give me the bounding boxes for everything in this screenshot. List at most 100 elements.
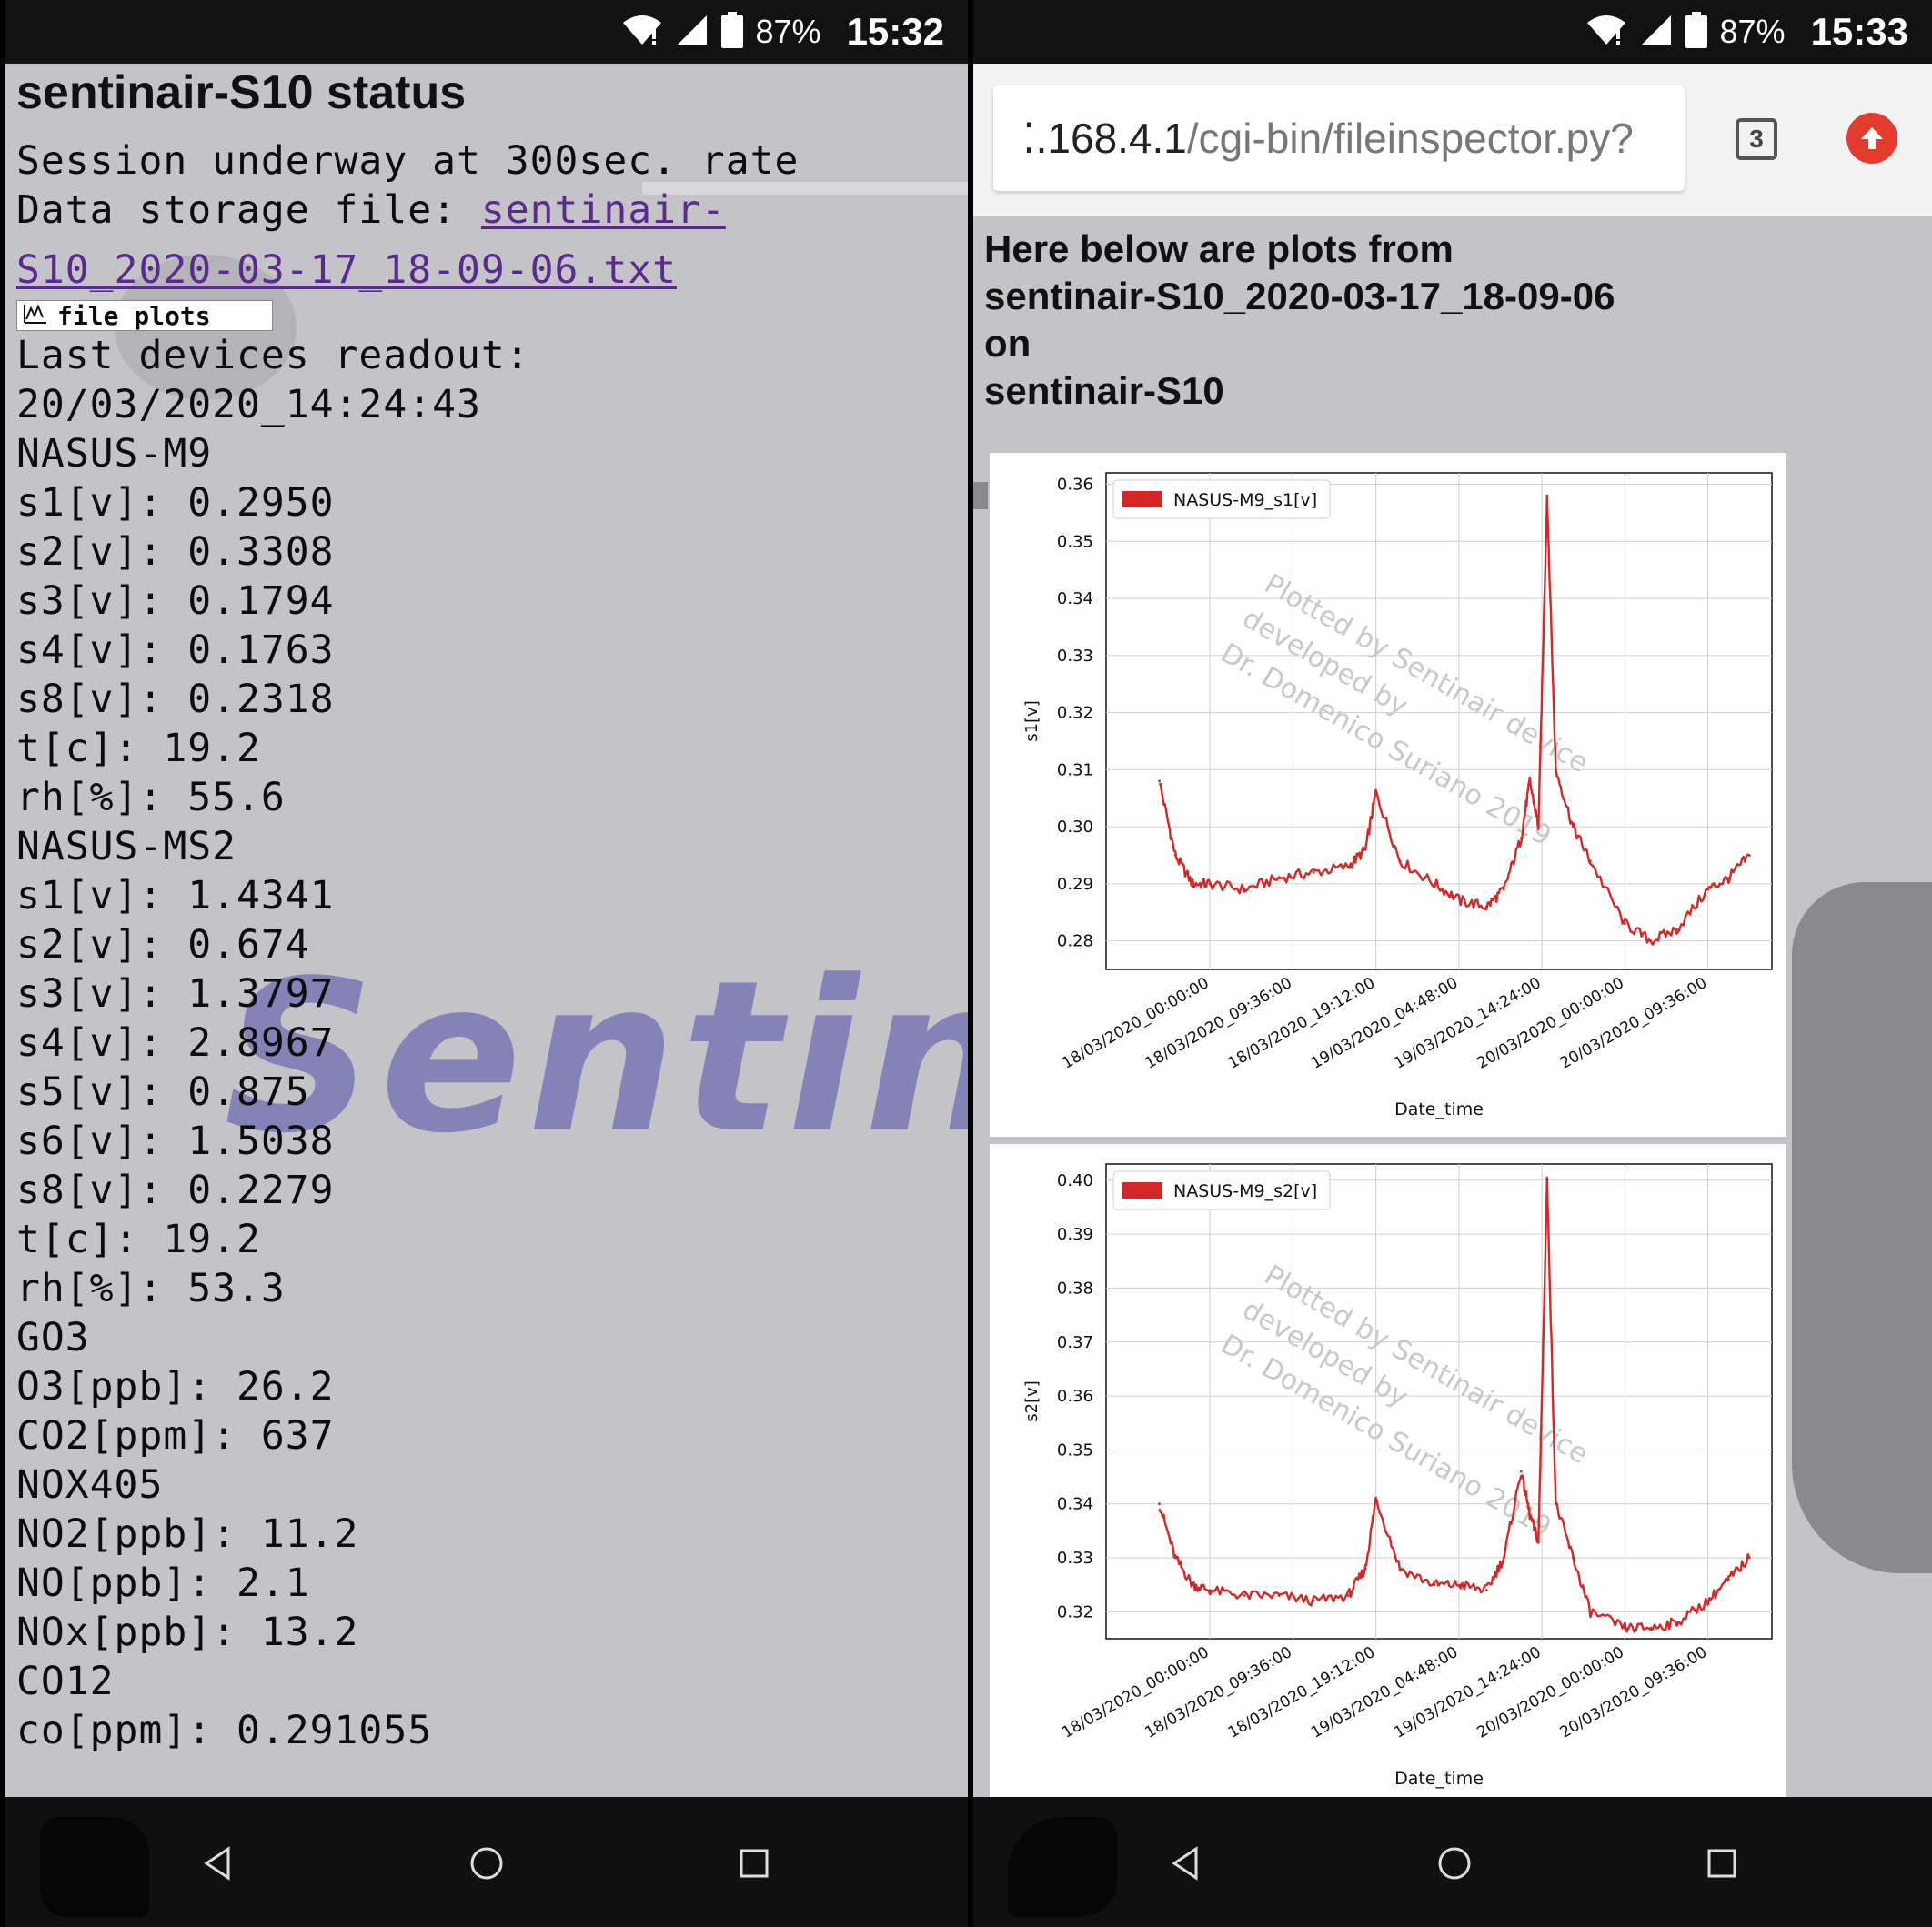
data-point <box>1484 905 1488 908</box>
data-point <box>1528 779 1532 783</box>
readout-line: NOx[ppb]: 13.2 <box>16 1610 359 1655</box>
data-point <box>1571 1556 1575 1560</box>
signal-icon <box>1640 14 1673 51</box>
data-point <box>1623 922 1626 926</box>
legend-swatch <box>1122 1182 1162 1199</box>
plot-area <box>1105 472 1773 970</box>
data-point <box>1706 888 1710 891</box>
recents-icon[interactable] <box>722 1832 786 1895</box>
x-tick-label: 19/03/2020_04:48:00 <box>1308 1643 1461 1742</box>
heading-line: on <box>984 322 1031 365</box>
data-point <box>1675 928 1678 931</box>
y-tick-label: 0.38 <box>1057 1279 1093 1298</box>
data-point <box>1363 1567 1367 1571</box>
redaction-blob <box>1008 1817 1117 1917</box>
readout-line: CO2[ppm]: 637 <box>16 1413 335 1459</box>
data-point <box>1158 779 1161 783</box>
home-icon[interactable] <box>455 1832 518 1895</box>
back-icon[interactable] <box>187 1832 251 1895</box>
x-tick-label: 20/03/2020_00:00:00 <box>1474 974 1627 1073</box>
session-status: Session underway at 300sec. rate <box>16 138 800 184</box>
y-tick-label: 0.32 <box>1057 1602 1093 1621</box>
url-host: ⁚.168.4.1 <box>1022 115 1187 162</box>
file-plots-button[interactable]: file plots <box>16 300 273 331</box>
url-bar[interactable]: ⁚.168.4.1/cgi-bin/fileinspector.py? <box>993 85 1685 191</box>
y-tick-label: 0.34 <box>1057 1495 1093 1514</box>
update-icon[interactable] <box>1846 113 1897 164</box>
y-tick-label: 0.35 <box>1057 532 1093 551</box>
y-tick-label: 0.28 <box>1057 932 1093 951</box>
readout-line: rh[%]: 53.3 <box>16 1266 286 1311</box>
url-path: /cgi-bin/fileinspector.py? <box>1186 115 1634 162</box>
readout-line: s4[v]: 0.1763 <box>16 627 335 673</box>
readout-line: s2[v]: 0.674 <box>16 922 310 968</box>
legend <box>1112 1170 1331 1210</box>
data-point <box>1243 1594 1246 1597</box>
y-tick-label: 0.35 <box>1057 1440 1093 1460</box>
status-bar: 87% 15:32 <box>5 0 968 64</box>
battery-percent: 87% <box>1719 13 1786 50</box>
battery-icon <box>720 11 743 53</box>
data-point <box>1484 1589 1488 1592</box>
status-bar: 87% 15:33 <box>973 0 1932 64</box>
data-point <box>1706 1600 1710 1602</box>
readout-line: s4[v]: 2.8967 <box>16 1020 335 1066</box>
background-shape <box>642 182 968 195</box>
readout-timestamp: 20/03/2020_14:24:43 <box>16 382 481 427</box>
recents-icon[interactable] <box>1690 1832 1754 1895</box>
data-point <box>1536 1540 1540 1543</box>
readout-line: s1[v]: 0.2950 <box>16 480 335 526</box>
x-tick-label: 20/03/2020_09:36:00 <box>1557 974 1710 1073</box>
storage-file-link[interactable]: sentinair- <box>480 187 726 233</box>
storage-line: Data storage file: sentinair- <box>16 187 726 233</box>
data-point <box>1398 859 1402 863</box>
readout-line: s8[v]: 0.2318 <box>16 677 335 722</box>
wifi-icon <box>621 14 663 51</box>
readout-line: GO3 <box>16 1315 90 1360</box>
readout-label: Last devices readout: <box>16 333 530 378</box>
file-plots-label: file plots <box>57 300 211 331</box>
data-point <box>1433 1583 1436 1587</box>
data-point <box>1554 1502 1557 1506</box>
readout-line: NASUS-MS2 <box>16 824 236 869</box>
data-point <box>1588 859 1592 863</box>
nav-bar <box>973 1797 1932 1927</box>
wifi-icon <box>1585 14 1627 51</box>
readout-line: t[c]: 19.2 <box>16 726 261 771</box>
data-point <box>1571 825 1575 828</box>
data-point <box>1158 1502 1161 1506</box>
readout-line: rh[%]: 55.6 <box>16 775 286 820</box>
background-shape <box>1792 882 1932 1573</box>
y-tick-label: 0.34 <box>1057 589 1093 608</box>
readout-line: t[c]: 19.2 <box>16 1217 261 1262</box>
readout-line: co[ppm]: 0.291055 <box>16 1708 433 1753</box>
data-point <box>1208 1589 1212 1592</box>
data-point <box>1747 1556 1751 1560</box>
data-point <box>1554 768 1557 771</box>
data-point <box>1433 882 1436 886</box>
page-title: sentinair-S10 status <box>16 66 467 119</box>
readout-line: NO[ppb]: 2.1 <box>16 1561 310 1606</box>
data-point <box>1649 1626 1653 1630</box>
readout-line: s8[v]: 0.2279 <box>16 1168 335 1213</box>
readout-line: s2[v]: 0.3308 <box>16 529 335 575</box>
data-point <box>1346 1594 1350 1597</box>
y-tick-label: 0.36 <box>1057 476 1093 495</box>
back-icon[interactable] <box>1155 1832 1219 1895</box>
x-tick-label: 20/03/2020_00:00:00 <box>1474 1643 1627 1742</box>
data-point <box>1727 1578 1730 1581</box>
x-tick-label: 19/03/2020_04:48:00 <box>1308 974 1461 1073</box>
storage-label: Data storage file: <box>16 187 481 233</box>
home-icon[interactable] <box>1423 1832 1486 1895</box>
x-tick-label: 18/03/2020_00:00:00 <box>1059 1643 1212 1742</box>
tab-switcher-button[interactable]: 3 <box>1736 118 1777 160</box>
legend-label: NASUS-M9_s2[v] <box>1173 1181 1317 1201</box>
heading-line: Here below are plots from <box>984 227 1454 270</box>
storage-file-link-cont[interactable]: S10_2020-03-17_18-09-06.txt <box>16 247 677 293</box>
data-point <box>1459 899 1463 903</box>
data-point <box>1747 854 1751 857</box>
readout-line: O3[ppb]: 26.2 <box>16 1364 335 1410</box>
data-point <box>1277 1594 1281 1597</box>
x-tick-label: 18/03/2020_00:00:00 <box>1059 974 1212 1073</box>
readout-line: s5[v]: 0.875 <box>16 1069 310 1115</box>
